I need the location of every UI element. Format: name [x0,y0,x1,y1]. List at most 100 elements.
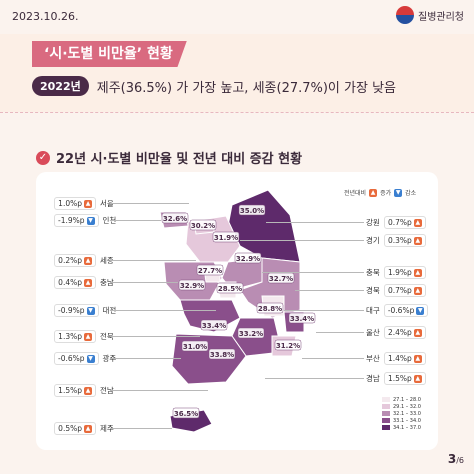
scale-item: 29.1 – 32.0 [382,403,421,410]
region-name: 경남 [366,374,380,383]
rate-label-bg [267,272,295,284]
region-name: 경기 [366,236,380,245]
rate-label-제주: 36.5% [174,410,198,418]
region-name: 경북 [366,286,380,295]
change-row-충남: 0.4%p ▲ 충남 [54,276,114,289]
leader-line [284,310,364,311]
leader-line [110,310,216,311]
up-arrow-icon: ▲ [413,374,422,383]
subtitle-line: 2022년 제주(36.5%) 가 가장 높고, 세종(27.7%)이 가장 낮… [32,76,396,96]
rate-label-충북: 32.9% [236,255,260,263]
change-value: 1.5%p [58,386,82,395]
change-row-경남: 경남 1.5%p ▲ [366,372,426,385]
change-row-인천: -1.9%p ▼ 인천 [54,214,116,227]
rate-label-세종: 27.7% [198,267,222,275]
rate-label-전남: 33.8% [210,351,234,359]
up-arrow-icon: ▲ [84,278,92,287]
change-value: 0.2%p [58,256,82,265]
change-row-전북: 1.3%p ▲ 전북 [54,330,114,343]
rate-label-bg [216,282,244,294]
scale-range: 33.1 – 34.0 [393,417,421,424]
change-value: 0.4%p [58,278,82,287]
change-value: 1.5%p [387,374,412,383]
change-value-box: 1.5%p ▲ [54,384,96,397]
change-value: 2.4%p [387,328,412,337]
rate-label-bg [234,252,262,264]
change-value-box: -1.9%p ▼ [54,214,99,227]
agency-name: 질병관리청 [418,11,464,23]
scale-swatch [382,411,390,416]
scale-item: 32.1 – 33.0 [382,410,421,417]
rate-label-전북: 33.4% [202,322,226,330]
up-arrow-icon: ▲ [413,286,422,295]
leader-line [110,358,181,359]
down-arrow-icon: ▼ [86,354,95,363]
change-value-box: 0.7%p ▲ [383,216,426,229]
rate-label-bg [178,279,206,291]
change-value-box: -0.9%p ▼ [54,304,99,317]
leader-line [110,203,189,204]
up-arrow-icon: ▲ [413,328,422,337]
leader-line [295,290,364,291]
rate-label-대전: 28.5% [218,285,242,293]
legend-up: 증가 [380,190,392,197]
leader-line [265,378,364,379]
change-value: 0.7%p [387,218,412,227]
agency-logo: 질병관리청 [396,6,464,24]
subtitle: 제주(36.5%) 가 가장 높고, 세종(27.7%)이 가장 낮음 [96,80,396,96]
rate-label-bg [181,340,209,352]
scale-swatch [382,404,390,409]
region-name: 인천 [102,216,117,225]
down-arrow-icon: ▼ [394,188,403,197]
up-arrow-icon: ▲ [369,188,378,197]
up-arrow-icon: ▲ [413,236,422,245]
change-row-경기: 경기 0.3%p ▲ [366,234,426,247]
region-name: 대구 [366,306,380,315]
rate-label-bg [274,339,302,351]
leader-line [110,336,200,337]
scale-range: 34.1 – 37.0 [393,424,421,431]
up-arrow-icon: ▲ [413,354,422,363]
scale-range: 29.1 – 32.0 [393,403,421,410]
rate-label-대구: 28.8% [258,305,282,313]
divider [0,112,474,113]
change-row-대전: -0.9%p ▼ 대전 [54,304,116,317]
change-value: 1.0%p [58,199,82,208]
region-name: 강원 [366,218,380,227]
legend-label: 전년대비 [344,190,367,197]
up-arrow-icon: ▲ [84,386,92,395]
change-value: 0.5%p [58,424,82,433]
down-arrow-icon: ▼ [416,306,425,315]
up-arrow-icon: ▲ [84,424,92,433]
rate-label-경기: 31.9% [214,234,238,242]
scale-item: 34.1 – 37.0 [382,424,421,431]
region-name: 광주 [102,354,117,363]
region-name: 전남 [100,386,114,395]
banner-title: ‘시·도별 비만율’ 현황 [32,41,187,67]
change-value: 0.3%p [387,236,412,245]
rate-scale-legend: 27.1 – 28.0 29.1 – 32.0 32.1 – 33.0 33.1 – … [382,396,421,431]
change-value: -0.6%p [387,306,415,315]
leader-line [302,358,364,359]
scale-swatch [382,397,390,402]
change-value: -0.9%p [58,306,85,315]
leader-line [110,390,208,391]
change-value-box: 2.4%p ▲ [383,326,426,339]
region-name: 제주 [100,424,114,433]
change-value-box: -0.6%p ▼ [54,352,99,365]
change-value: 1.4%p [387,354,412,363]
change-row-제주: 0.5%p ▲ 제주 [54,422,114,435]
down-arrow-icon: ▼ [86,216,95,225]
rate-label-서울: 30.2% [191,222,215,230]
rate-label-bg [208,348,236,360]
up-arrow-icon: ▲ [413,268,422,277]
rate-label-bg [196,264,224,276]
rate-label-bg [237,327,265,339]
leader-line [110,220,161,221]
region-name: 충남 [100,278,114,287]
change-value-box: 0.7%p ▲ [383,284,426,297]
scale-range: 27.1 – 28.0 [393,396,421,403]
change-value-box: 1.3%p ▲ [54,330,96,343]
change-value-box: 1.5%p ▲ [383,372,426,385]
change-row-부산: 부산 1.4%p ▲ [366,352,426,365]
